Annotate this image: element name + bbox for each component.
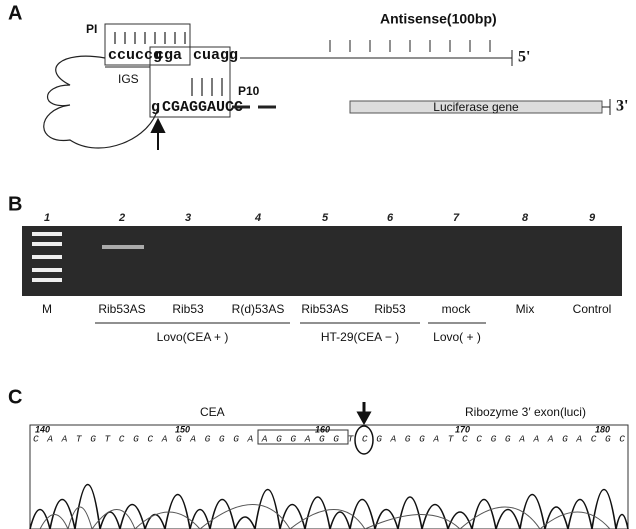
- three-prime: 3': [616, 98, 628, 115]
- panel-label: C: [8, 386, 22, 408]
- sequence: ccuccg: [108, 47, 162, 64]
- lane-number: 6: [387, 212, 394, 224]
- rna-loop: [44, 56, 158, 148]
- cleavage-arrow: [152, 120, 164, 150]
- lane-label: mock: [442, 302, 472, 316]
- lane-label: Rib53AS: [98, 302, 145, 316]
- lane-number: 8: [522, 212, 529, 224]
- lane-number: 4: [254, 212, 261, 224]
- lane-label: Rib53: [172, 302, 204, 316]
- lane-number: 2: [118, 212, 125, 224]
- panel-label: A: [8, 2, 22, 24]
- p10-label: P10: [238, 84, 260, 98]
- figure: A PI ccuccg cga cuagg IGS Antisense(100b…: [0, 0, 636, 529]
- luciferase-label: Luciferase gene: [433, 100, 519, 114]
- antisense-ticks: [330, 40, 512, 66]
- pi-label: PI: [86, 22, 97, 36]
- lane-number: 3: [185, 212, 191, 224]
- lane-number: 9: [589, 212, 596, 224]
- band: [102, 245, 144, 249]
- pairing-ticks: [115, 32, 222, 96]
- arrow: [359, 402, 369, 422]
- region-label: CEA: [200, 405, 225, 419]
- five-prime: 5': [518, 49, 530, 66]
- lane-number: 7: [453, 212, 460, 224]
- lane-label: Rib53: [374, 302, 406, 316]
- sequence: CGAGGAUCC: [162, 99, 243, 116]
- sequence: g: [151, 99, 160, 116]
- lane-label: Mix: [516, 302, 535, 316]
- antisense-label: Antisense(100bp): [380, 11, 497, 27]
- sequence: CAATGTCGCAGAGGGAAGGAGGTCGAGGATCCGGAAAGAC…: [33, 434, 625, 445]
- lane-number: 1: [44, 212, 50, 224]
- group-label: Lovo(CEA + ): [157, 330, 229, 344]
- lane-label: M: [42, 302, 52, 316]
- group-label: HT-29(CEA − ): [321, 330, 399, 344]
- igs-label: IGS: [118, 72, 139, 86]
- sequence: cga: [155, 47, 182, 64]
- gel: [22, 226, 622, 296]
- sequence: cuagg: [193, 47, 238, 64]
- lane-label: R(d)53AS: [232, 302, 285, 316]
- group-label: Lovo( + ): [433, 330, 481, 344]
- chromatogram: [30, 485, 628, 529]
- panel-label: B: [8, 193, 22, 215]
- lane-label: Control: [573, 302, 612, 316]
- lane-number: 5: [322, 212, 329, 224]
- region-label: Ribozyme 3′ exon(luci): [465, 405, 586, 419]
- lane-label: Rib53AS: [301, 302, 348, 316]
